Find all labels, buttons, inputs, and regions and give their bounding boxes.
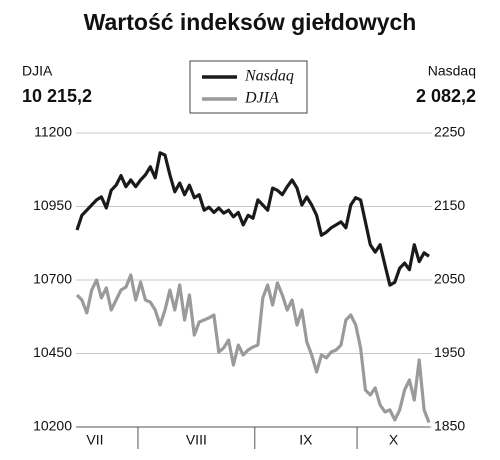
legend-box (189, 60, 308, 114)
left-header-name: DJIA (22, 63, 53, 79)
legend-label: Nasdaq (244, 68, 294, 85)
x-tick-label: X (389, 432, 399, 448)
y-tick-label: 11200 (34, 124, 72, 140)
chart-title: Wartość indeksów giełdowych (84, 9, 417, 35)
y-tick-label: 10450 (33, 344, 72, 360)
series-line (75, 273, 431, 424)
y2-tick-label: 2250 (434, 124, 465, 140)
legend-label: DJIA (244, 90, 279, 107)
y2-tick-label: 2150 (434, 197, 465, 213)
y-tick-label: 10950 (33, 197, 72, 213)
y-tick-label: 10700 (33, 271, 72, 287)
y2-tick-label: 1950 (434, 344, 465, 360)
x-tick-label: VII (86, 432, 103, 448)
y-tick-label: 10200 (33, 418, 72, 434)
left-header-value: 10 215,2 (22, 86, 92, 106)
y2-tick-label: 2050 (434, 271, 465, 287)
x-tick-label: IX (299, 432, 313, 448)
series-line (75, 151, 430, 287)
right-header-value: 2 082,2 (416, 86, 476, 106)
y2-tick-label: 1850 (434, 418, 465, 434)
x-tick-label: VIII (186, 432, 207, 448)
right-header-name: Nasdaq (428, 63, 476, 79)
